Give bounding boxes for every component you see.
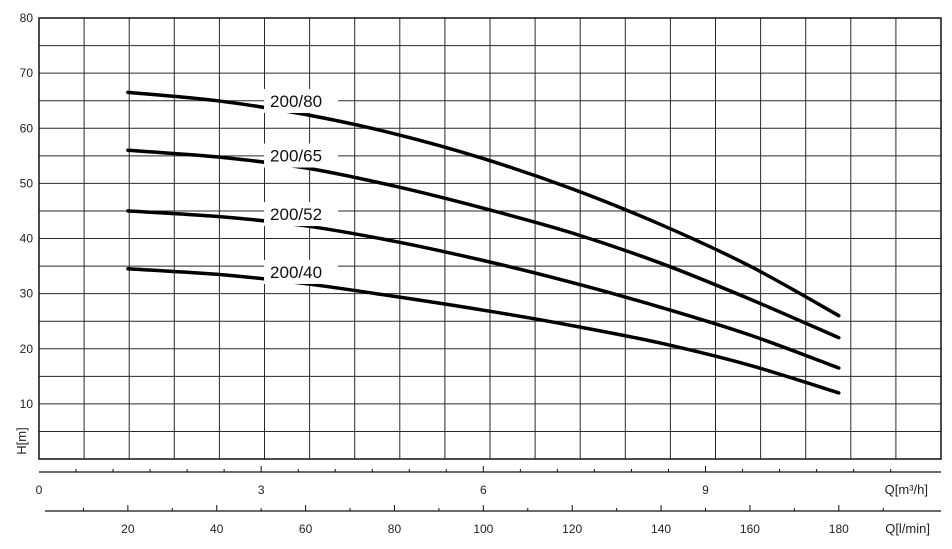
- series-label-bg: [264, 202, 339, 227]
- x-axis-title-m3h: Q[m³/h]: [885, 482, 928, 497]
- series-label-bg: [264, 88, 339, 113]
- x-tick-label-m3h: 9: [702, 483, 709, 497]
- x-axis-title-lmin: Q[l/min]: [885, 521, 930, 536]
- series-label: 200/52: [270, 205, 322, 224]
- y-tick-label: 80: [20, 11, 34, 25]
- y-axis: 10 20 30 40 50 60 70 80 H[m]: [14, 11, 33, 455]
- series-line-200-80: [126, 90, 841, 318]
- y-tick-label: 10: [20, 397, 34, 411]
- y-tick-label: 40: [20, 232, 34, 246]
- x-tick-label-m3h: 6: [480, 483, 487, 497]
- series-line-200-65: [126, 148, 841, 340]
- y-tick-label: 20: [20, 342, 34, 356]
- series-label-bg: [264, 259, 339, 284]
- series-label: 200/40: [270, 263, 322, 282]
- x-tick-label-lmin: 160: [740, 522, 760, 536]
- x-tick-label-m3h: 3: [258, 483, 265, 497]
- x-tick-label-lmin: 100: [473, 522, 493, 536]
- x-tick-label-lmin: 80: [388, 522, 402, 536]
- y-tick-label: 50: [20, 176, 34, 190]
- x-tick-label-lmin: 120: [562, 522, 582, 536]
- series-line-200-52: [126, 209, 841, 370]
- performance-curves: [126, 90, 841, 395]
- y-tick-label: 30: [20, 287, 34, 301]
- y-axis-title: H[m]: [14, 427, 29, 454]
- x-tick-label-lmin: 180: [829, 522, 849, 536]
- x-axis-lmin: 20 40 60 80 100 120 140 160 180 Q[l/min]: [45, 505, 941, 536]
- x-tick-label-m3h: 0: [36, 483, 43, 497]
- curve-labels: 200/80 200/65 200/52 200/40: [264, 88, 339, 284]
- grid-lines: [38, 17, 942, 460]
- x-tick-label-lmin: 20: [121, 522, 135, 536]
- x-tick-label-lmin: 40: [210, 522, 224, 536]
- y-tick-label: 60: [20, 121, 34, 135]
- series-label: 200/80: [270, 92, 322, 111]
- plot-frame: [38, 17, 942, 460]
- series-line-200-40: [126, 267, 841, 395]
- x-tick-label-lmin: 140: [651, 522, 671, 536]
- y-tick-label: 70: [20, 66, 34, 80]
- series-label: 200/65: [270, 147, 322, 166]
- x-tick-label-lmin: 60: [299, 522, 313, 536]
- series-label-bg: [264, 143, 339, 168]
- x-axis-m3h: 0 3 6 9 Q[m³/h]: [36, 466, 941, 497]
